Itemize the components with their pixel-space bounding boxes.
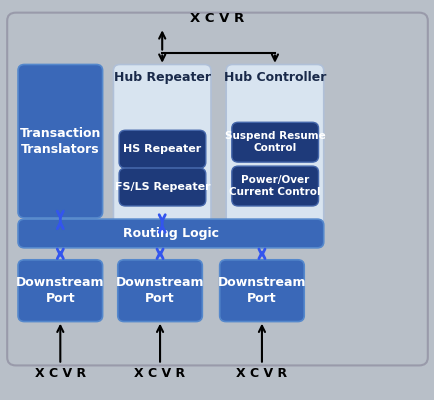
FancyBboxPatch shape [18, 260, 102, 322]
FancyBboxPatch shape [231, 122, 318, 162]
Text: Downstream
Port: Downstream Port [16, 276, 104, 305]
Text: Downstream
Port: Downstream Port [217, 276, 306, 305]
Text: Hub Repeater: Hub Repeater [113, 71, 210, 84]
FancyBboxPatch shape [119, 130, 205, 168]
Text: X C V R: X C V R [190, 12, 244, 25]
FancyBboxPatch shape [18, 64, 102, 218]
FancyBboxPatch shape [18, 219, 323, 248]
Text: HS Repeater: HS Repeater [123, 144, 201, 154]
Text: Power/Over
Current Control: Power/Over Current Control [229, 175, 320, 197]
Text: Suspend Resume
Control: Suspend Resume Control [224, 131, 325, 154]
Text: X C V R: X C V R [134, 367, 185, 380]
FancyBboxPatch shape [231, 166, 318, 206]
FancyBboxPatch shape [226, 64, 323, 228]
Text: FS/LS Repeater: FS/LS Repeater [114, 182, 210, 192]
Text: Downstream
Port: Downstream Port [115, 276, 204, 305]
Text: Transaction
Translators: Transaction Translators [20, 127, 101, 156]
FancyBboxPatch shape [119, 168, 205, 206]
FancyBboxPatch shape [113, 64, 210, 228]
FancyBboxPatch shape [7, 13, 427, 366]
Text: X C V R: X C V R [35, 367, 85, 380]
FancyBboxPatch shape [219, 260, 303, 322]
Text: Routing Logic: Routing Logic [122, 227, 218, 240]
Text: X C V R: X C V R [236, 367, 287, 380]
FancyBboxPatch shape [118, 260, 202, 322]
Text: Hub Controller: Hub Controller [223, 71, 326, 84]
